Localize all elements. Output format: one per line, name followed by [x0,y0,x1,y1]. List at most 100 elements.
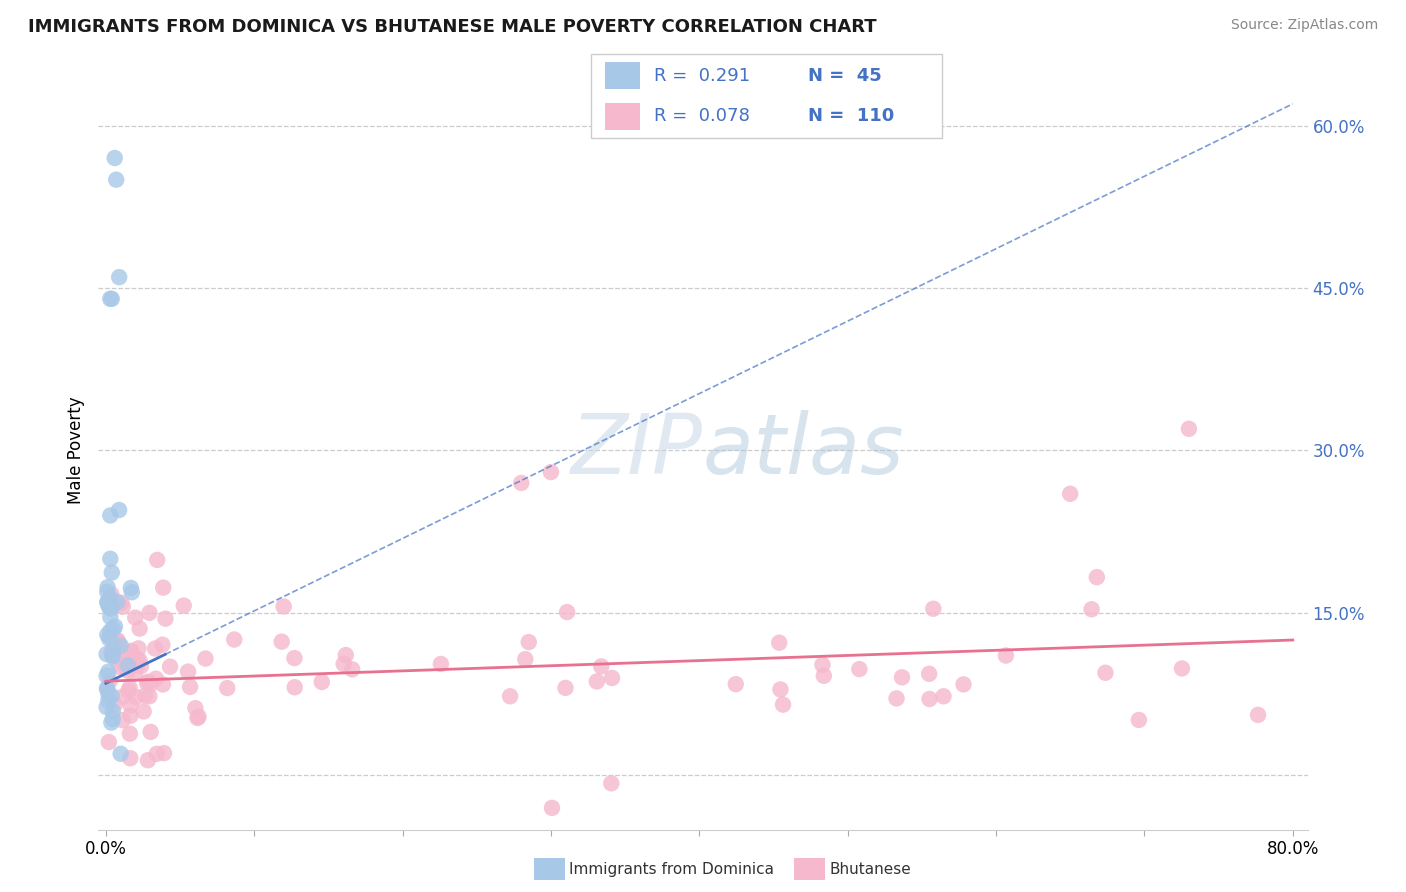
Point [886,691,908,706]
Point [952,677,974,691]
Point [111,653,134,667]
Point [105,595,128,609]
Point [98,610,121,624]
Point [98,292,121,306]
Point [555,605,578,619]
Point [768,635,790,649]
Point [127,658,149,673]
Point [121,585,143,599]
Point [103,642,125,657]
Point [139,725,162,739]
Point [120,698,142,713]
Point [98,632,121,646]
Text: Source: ZipAtlas.com: Source: ZipAtlas.com [1230,18,1378,32]
Point [918,666,941,681]
Point [97,693,120,707]
Text: N =  45: N = 45 [808,67,882,85]
Point [1080,602,1102,616]
Point [104,698,127,712]
Point [332,657,354,671]
Point [120,708,142,723]
Point [769,682,792,697]
Point [499,690,522,704]
Point [136,676,159,690]
Text: R =  0.291: R = 0.291 [654,67,749,85]
Point [97,598,120,612]
Text: Bhutanese: Bhutanese [830,863,911,877]
Point [110,639,132,653]
Point [184,701,207,715]
Point [105,633,128,648]
Point [891,670,914,684]
Point [108,503,131,517]
Point [96,595,118,609]
Point [117,664,139,678]
Point [128,622,150,636]
Bar [605,103,640,130]
Point [100,587,122,601]
Point [100,689,122,703]
Point [724,677,747,691]
Point [813,669,835,683]
Point [97,735,120,749]
Point [152,638,174,652]
Point [107,660,129,674]
Point [134,689,156,703]
Point [105,172,128,186]
Point [125,651,148,665]
Point [585,674,607,689]
Point [101,649,124,664]
Point [97,665,120,679]
Point [179,680,201,694]
Point [600,776,623,790]
Point [922,601,945,615]
Point [112,690,135,704]
Point [177,665,200,679]
Point [100,646,122,660]
Point [96,595,118,609]
Point [104,151,127,165]
Point [103,622,125,636]
Point [100,715,122,730]
Point [108,270,131,285]
Text: R =  0.078: R = 0.078 [654,107,749,125]
Point [152,581,174,595]
Point [97,688,120,702]
Point [96,584,118,599]
Point [96,669,118,683]
Point [554,681,576,695]
Point [173,599,195,613]
Point [98,591,121,605]
Point [1085,570,1108,584]
Point [145,747,167,761]
Point [101,704,124,718]
Point [1059,487,1081,501]
Point [187,709,209,723]
Point [98,551,121,566]
Point [146,553,169,567]
Point [145,672,167,686]
Point [283,651,305,665]
Point [110,747,132,761]
Point [430,657,453,671]
Point [114,655,136,669]
Point [98,673,121,688]
Point [96,681,118,696]
Point [270,634,292,648]
Point [98,624,121,638]
Point [153,746,176,760]
Point [159,659,181,673]
Point [111,713,134,727]
Point [600,671,623,685]
Point [101,648,124,663]
Text: Immigrants from Dominica: Immigrants from Dominica [569,863,775,877]
Y-axis label: Male Poverty: Male Poverty [66,397,84,504]
Point [224,632,246,647]
Point [540,465,562,479]
Point [155,612,177,626]
Point [104,619,127,633]
Point [139,677,162,691]
Point [994,648,1017,663]
Point [100,566,122,580]
FancyBboxPatch shape [591,54,942,138]
